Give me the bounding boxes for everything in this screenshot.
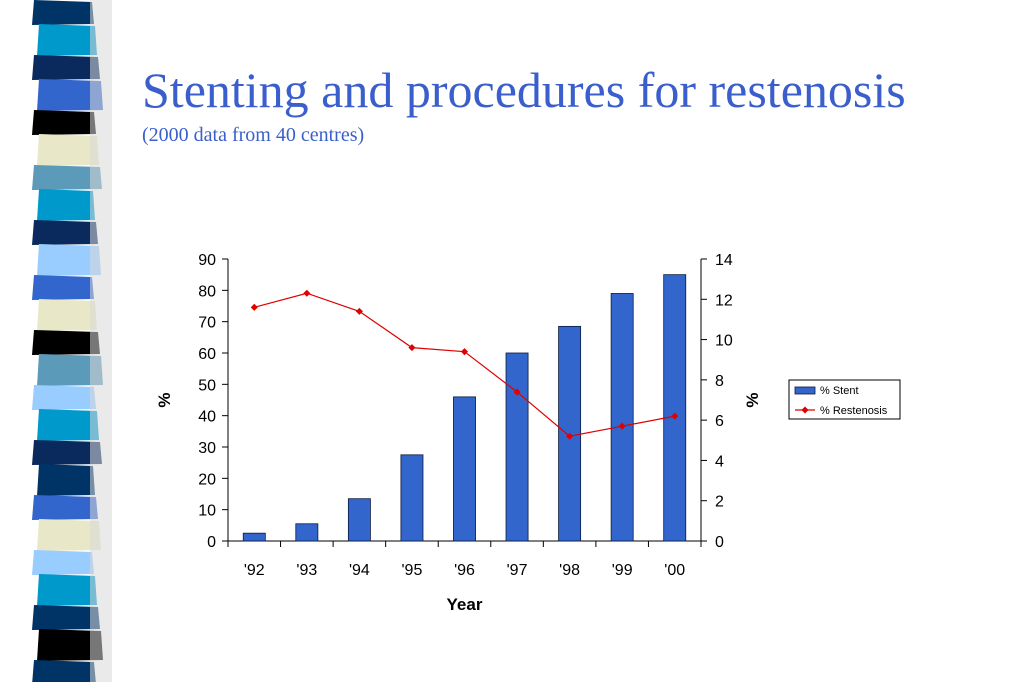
restenosis-line <box>250 289 679 440</box>
bar-stent <box>242 532 266 542</box>
y-left-tick-label: 80 <box>198 283 216 300</box>
strip-segment <box>32 55 100 80</box>
restenosis-point <box>618 422 626 430</box>
stent-bars <box>242 274 687 542</box>
strip-segment <box>37 189 95 221</box>
bar-stent <box>610 293 634 542</box>
slide-subtitle: (2000 data from 40 centres) <box>142 124 365 146</box>
strip-segment <box>32 220 98 245</box>
bar-stent <box>453 396 476 542</box>
strip-segment <box>37 629 103 661</box>
y-left-tick-label: 20 <box>198 471 216 488</box>
strip-segment <box>37 244 101 276</box>
decorative-side-strip <box>32 0 112 682</box>
y-left-tick-label: 70 <box>198 315 216 332</box>
strip-segment <box>32 495 98 520</box>
legend-swatch-stent <box>794 386 816 395</box>
y-right-tick-label: 0 <box>715 534 724 551</box>
strip-segment <box>32 275 94 300</box>
y-left-tick-label: 40 <box>198 409 216 426</box>
strip-segment <box>37 519 101 551</box>
y-right-tick-label: 8 <box>715 373 724 390</box>
bar-stent <box>295 523 319 542</box>
restenosis-point <box>671 412 679 420</box>
bar-stent <box>400 454 424 542</box>
strip-segment <box>32 330 100 355</box>
legend-box <box>788 379 901 420</box>
strip-segment <box>32 165 102 190</box>
legend-label-restenosis: % Restenosis <box>820 405 888 417</box>
legend-marker-restenosis <box>801 406 809 414</box>
y-left-tick-label: 30 <box>198 440 216 457</box>
y-right-tick-label: 6 <box>715 413 724 430</box>
x-tick-label: '99 <box>612 562 633 579</box>
strip-segment <box>37 409 99 441</box>
restenosis-point <box>460 348 469 356</box>
bar-stent <box>505 352 529 542</box>
x-axis-title: Year <box>447 595 483 614</box>
bar-stent <box>347 498 371 542</box>
strip-shadow <box>90 0 112 682</box>
y-axis-right-title: % <box>743 392 762 407</box>
x-tick-label: '93 <box>296 562 317 579</box>
restenosis-point <box>250 303 258 311</box>
y-axis-left-title: % <box>155 392 174 407</box>
x-tick-label: '94 <box>349 562 370 579</box>
strip-segment <box>37 574 97 606</box>
y-right-tick-label: 12 <box>715 292 733 309</box>
strip-segment <box>32 110 96 135</box>
y-right-tick-label: 10 <box>715 333 733 350</box>
restenosis-point <box>566 432 574 440</box>
x-tick-label: '92 <box>244 562 265 579</box>
strip-segment <box>32 440 102 465</box>
restenosis-point <box>303 289 311 297</box>
strip-segment <box>37 354 103 386</box>
strip-segment <box>37 24 97 56</box>
restenosis-point <box>513 388 521 396</box>
restenosis-point <box>408 344 416 352</box>
y-left-tick-label: 10 <box>198 503 216 520</box>
y-left-tick-label: 50 <box>198 377 216 394</box>
strip-segment <box>37 299 97 331</box>
y-left-tick-label: 60 <box>198 346 216 363</box>
strip-segment <box>37 464 95 496</box>
x-tick-label: '00 <box>664 562 685 579</box>
strip-segment <box>32 605 100 630</box>
y-right-tick-label: 4 <box>715 453 724 470</box>
y-left-tick-label: 0 <box>207 534 216 551</box>
x-tick-label: '95 <box>402 562 423 579</box>
bar-stent <box>663 274 687 542</box>
chart-legend: % Stent % Restenosis <box>788 379 901 420</box>
strip-segment <box>32 660 96 682</box>
x-tick-label: '98 <box>559 562 580 579</box>
strip-segment <box>37 134 99 166</box>
x-tick-label: '97 <box>507 562 528 579</box>
y-right-tick-label: 2 <box>715 494 724 511</box>
legend-label-stent: % Stent <box>820 385 859 397</box>
strip-segment <box>32 0 94 25</box>
y-left-tick-label: 90 <box>198 252 216 269</box>
strip-segment <box>37 79 103 111</box>
y-right-tick-label: 14 <box>715 252 733 269</box>
x-tick-label: '96 <box>454 562 475 579</box>
restenosis-point <box>355 307 363 315</box>
slide-title: Stenting and procedures for restenosis <box>142 62 906 118</box>
strip-segment <box>32 550 94 575</box>
tick-labels: 0 10 20 30 40 50 60 70 80 90 0 2 4 6 8 10 12 14 '92 '93 '94 '… <box>198 252 733 579</box>
strip-segment <box>32 385 96 410</box>
